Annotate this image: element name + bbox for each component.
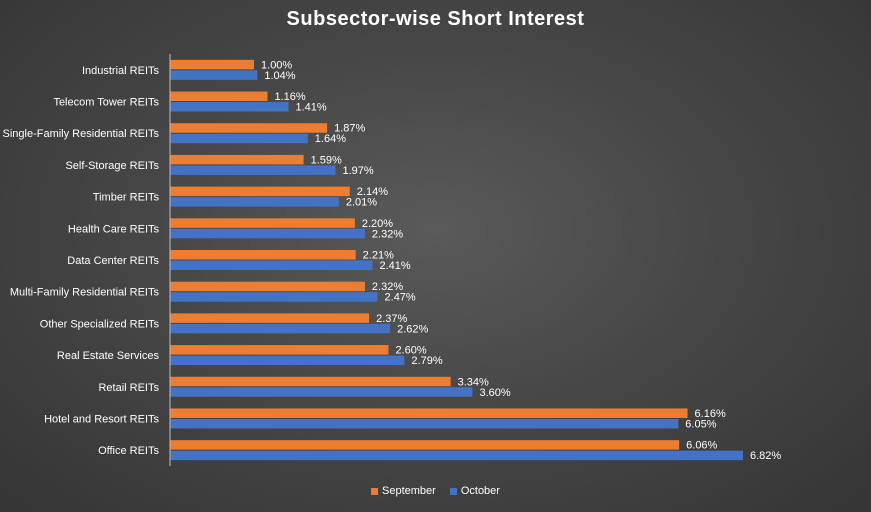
data-label-september-timber-reits: 2.14% [357, 186, 388, 198]
data-label-october-other-specialized-reits: 2.62% [397, 323, 428, 335]
category-label-data-center-reits: Data Center REITs [67, 255, 159, 267]
category-label-health-care-reits: Health Care REITs [68, 223, 160, 235]
data-label-september-industrial-reits: 1.00% [261, 59, 292, 71]
legend-label-september: September [382, 485, 436, 497]
bar-october-real-estate-services [170, 355, 405, 366]
data-label-september-health-care-reits: 2.20% [362, 218, 393, 230]
legend: September October [0, 485, 871, 497]
bar-september-single-family-residential-reits [170, 123, 328, 133]
category-label-office-reits: Office REITs [98, 445, 159, 457]
bar-october-telecom-tower-reits [170, 102, 289, 112]
bar-october-retail-reits [170, 387, 473, 397]
data-label-september-multi-family-residential-reits: 2.32% [372, 281, 403, 293]
category-label-real-estate-services: Real Estate Services [57, 350, 160, 362]
data-label-october-self-storage-reits: 1.97% [343, 165, 374, 177]
legend-item-october: October [449, 485, 500, 497]
data-label-october-multi-family-residential-reits: 2.47% [385, 292, 416, 304]
bar-september-office-reits [170, 440, 680, 450]
data-label-september-self-storage-reits: 1.59% [311, 154, 342, 166]
data-label-october-industrial-reits: 1.04% [264, 70, 295, 82]
data-label-october-timber-reits: 2.01% [346, 197, 377, 209]
legend-swatch-september [371, 487, 379, 495]
bar-september-health-care-reits [170, 218, 355, 228]
bar-september-other-specialized-reits [170, 313, 370, 323]
bar-september-timber-reits [170, 186, 350, 197]
bar-september-real-estate-services [170, 345, 389, 355]
data-labels: 1.00%1.04% 1.16%1.41% 1.87%1.64% 1.59%1.97%… [261, 59, 781, 462]
category-labels: Industrial REITs Telecom Tower REITs Singl… [3, 65, 160, 457]
category-label-telecom-tower-reits: Telecom Tower REITs [53, 97, 159, 109]
category-label-self-storage-reits: Self-Storage REITs [65, 160, 159, 172]
data-label-october-real-estate-services: 2.79% [411, 355, 442, 367]
bar-october-timber-reits [170, 197, 339, 207]
bar-october-industrial-reits [170, 70, 258, 80]
category-label-industrial-reits: Industrial REITs [82, 65, 160, 77]
data-label-september-office-reits: 6.06% [686, 440, 717, 452]
data-label-september-hotel-and-resort-reits: 6.16% [695, 408, 726, 420]
category-label-hotel-and-resort-reits: Hotel and Resort REITs [44, 413, 159, 425]
data-label-september-other-specialized-reits: 2.37% [376, 313, 407, 325]
data-label-september-real-estate-services: 2.60% [395, 345, 426, 357]
category-label-other-specialized-reits: Other Specialized REITs [40, 318, 160, 330]
bar-october-self-storage-reits [170, 165, 336, 175]
bar-september-multi-family-residential-reits [170, 281, 365, 292]
data-label-september-single-family-residential-reits: 1.87% [334, 123, 365, 135]
bar-october-hotel-and-resort-reits [170, 418, 679, 429]
data-label-september-data-center-reits: 2.21% [363, 250, 394, 262]
data-label-october-office-reits: 6.82% [750, 450, 781, 462]
bar-september-retail-reits [170, 376, 451, 387]
bar-october-other-specialized-reits [170, 323, 391, 334]
bar-september-self-storage-reits [170, 154, 304, 165]
data-label-september-telecom-tower-reits: 1.16% [274, 91, 305, 103]
bar-september-industrial-reits [170, 59, 255, 70]
bar-october-office-reits [170, 450, 743, 461]
data-label-october-data-center-reits: 2.41% [379, 260, 410, 272]
category-label-retail-reits: Retail REITs [98, 382, 159, 394]
data-label-october-health-care-reits: 2.32% [372, 228, 403, 240]
bar-september-hotel-and-resort-reits [170, 408, 688, 418]
category-label-multi-family-residential-reits: Multi-Family Residential REITs [10, 287, 160, 299]
bar-october-multi-family-residential-reits [170, 292, 378, 302]
data-label-september-retail-reits: 3.34% [458, 376, 489, 388]
data-label-october-hotel-and-resort-reits: 6.05% [685, 418, 716, 430]
bar-october-health-care-reits [170, 228, 365, 239]
legend-swatch-october [449, 487, 457, 495]
data-label-october-telecom-tower-reits: 1.41% [295, 102, 326, 114]
chart-title: Subsector-wise Short Interest [286, 8, 585, 30]
bar-october-single-family-residential-reits [170, 133, 308, 144]
legend-item-september: September [371, 485, 436, 497]
bar-october-data-center-reits [170, 260, 373, 270]
bars [170, 59, 743, 461]
bar-september-data-center-reits [170, 250, 356, 260]
data-label-october-retail-reits: 3.60% [479, 387, 510, 399]
category-label-single-family-residential-reits: Single-Family Residential REITs [3, 128, 160, 140]
category-label-timber-reits: Timber REITs [93, 192, 160, 204]
bar-september-telecom-tower-reits [170, 91, 268, 102]
data-label-october-single-family-residential-reits: 1.64% [315, 133, 346, 145]
legend-label-october: October [460, 485, 500, 497]
